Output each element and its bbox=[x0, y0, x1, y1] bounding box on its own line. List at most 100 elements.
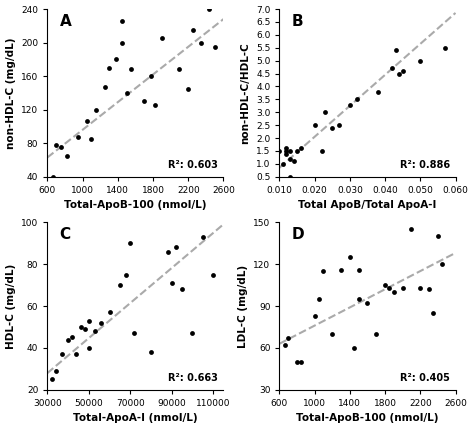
Point bbox=[105, 64, 113, 71]
Point bbox=[346, 254, 354, 260]
Point bbox=[199, 233, 207, 240]
Point bbox=[85, 344, 92, 351]
Point bbox=[283, 148, 290, 154]
Point bbox=[147, 73, 155, 79]
Point bbox=[392, 47, 400, 54]
Point bbox=[284, 335, 292, 341]
Point bbox=[328, 124, 336, 131]
Point bbox=[118, 39, 126, 46]
Text: R²: 0.663: R²: 0.663 bbox=[168, 373, 218, 383]
Point bbox=[311, 312, 319, 319]
Text: R²: 0.886: R²: 0.886 bbox=[400, 160, 450, 170]
Point bbox=[210, 271, 217, 278]
Point bbox=[158, 35, 165, 42]
Point bbox=[140, 98, 148, 105]
Point bbox=[53, 142, 60, 148]
Point bbox=[408, 226, 415, 233]
Point bbox=[131, 330, 138, 337]
Point bbox=[123, 90, 130, 97]
Point bbox=[399, 284, 407, 291]
Y-axis label: HDL-C (mg/dL): HDL-C (mg/dL) bbox=[6, 263, 16, 349]
Text: C: C bbox=[60, 227, 71, 242]
Point bbox=[116, 281, 124, 288]
Point bbox=[283, 150, 290, 157]
Point bbox=[350, 344, 358, 351]
Text: A: A bbox=[60, 14, 72, 29]
Point bbox=[151, 101, 159, 108]
Point bbox=[101, 84, 109, 91]
Point bbox=[106, 309, 113, 316]
Point bbox=[328, 330, 336, 337]
Point bbox=[74, 134, 82, 141]
Point bbox=[178, 286, 186, 293]
Point bbox=[58, 351, 66, 358]
Point bbox=[189, 330, 196, 337]
Point bbox=[98, 319, 105, 326]
Point bbox=[283, 145, 290, 152]
Text: R²: 0.603: R²: 0.603 bbox=[168, 160, 218, 170]
Point bbox=[92, 106, 100, 113]
Point bbox=[168, 280, 175, 287]
Point bbox=[48, 376, 55, 383]
Point bbox=[122, 271, 130, 278]
Point bbox=[297, 145, 304, 152]
Point bbox=[417, 284, 424, 291]
Point bbox=[77, 323, 84, 330]
Point bbox=[373, 330, 380, 337]
Point bbox=[286, 173, 294, 180]
Point bbox=[430, 310, 438, 317]
Point bbox=[438, 261, 446, 268]
Point bbox=[276, 148, 283, 154]
Point bbox=[63, 152, 71, 159]
Point bbox=[73, 351, 80, 358]
Point bbox=[353, 96, 361, 103]
Point bbox=[386, 284, 393, 291]
Text: B: B bbox=[292, 14, 303, 29]
Point bbox=[315, 296, 323, 302]
Point bbox=[184, 85, 192, 92]
Point bbox=[172, 244, 180, 251]
Point bbox=[281, 342, 289, 349]
Point bbox=[81, 326, 89, 332]
Point bbox=[57, 144, 64, 151]
Point bbox=[68, 334, 76, 341]
Point bbox=[83, 117, 91, 124]
Point bbox=[293, 359, 301, 366]
Point bbox=[355, 266, 363, 273]
X-axis label: Total-ApoA-I (nmol/L): Total-ApoA-I (nmol/L) bbox=[73, 414, 198, 423]
Point bbox=[417, 57, 424, 64]
Point bbox=[311, 122, 319, 129]
Point bbox=[286, 155, 294, 162]
Point bbox=[399, 67, 407, 74]
Point bbox=[434, 233, 442, 239]
Point bbox=[374, 88, 382, 95]
Y-axis label: non-HDL-C/HDL-C: non-HDL-C/HDL-C bbox=[240, 42, 250, 144]
Point bbox=[337, 266, 345, 273]
Point bbox=[127, 66, 135, 73]
Point bbox=[355, 296, 363, 302]
Point bbox=[176, 66, 183, 73]
Point bbox=[279, 160, 287, 167]
Point bbox=[318, 148, 326, 154]
Point bbox=[298, 359, 305, 366]
Point bbox=[91, 328, 99, 335]
Point bbox=[293, 148, 301, 154]
Point bbox=[64, 336, 72, 343]
X-axis label: Total ApoB/Total ApoA-I: Total ApoB/Total ApoA-I bbox=[298, 200, 437, 210]
Point bbox=[88, 136, 95, 142]
Point bbox=[364, 300, 371, 307]
Point bbox=[319, 268, 327, 275]
Point bbox=[49, 173, 56, 180]
Point bbox=[52, 368, 59, 375]
Point bbox=[395, 70, 403, 77]
Point bbox=[85, 317, 92, 324]
Point bbox=[164, 248, 171, 255]
Y-axis label: non-HDL-C (mg/dL): non-HDL-C (mg/dL) bbox=[6, 37, 16, 149]
Point bbox=[336, 122, 343, 129]
Point bbox=[425, 286, 433, 293]
Y-axis label: LDL-C (mg/dL): LDL-C (mg/dL) bbox=[237, 264, 247, 347]
Point bbox=[189, 27, 196, 33]
Point bbox=[388, 65, 396, 72]
Point bbox=[205, 6, 212, 12]
Text: D: D bbox=[292, 227, 304, 242]
